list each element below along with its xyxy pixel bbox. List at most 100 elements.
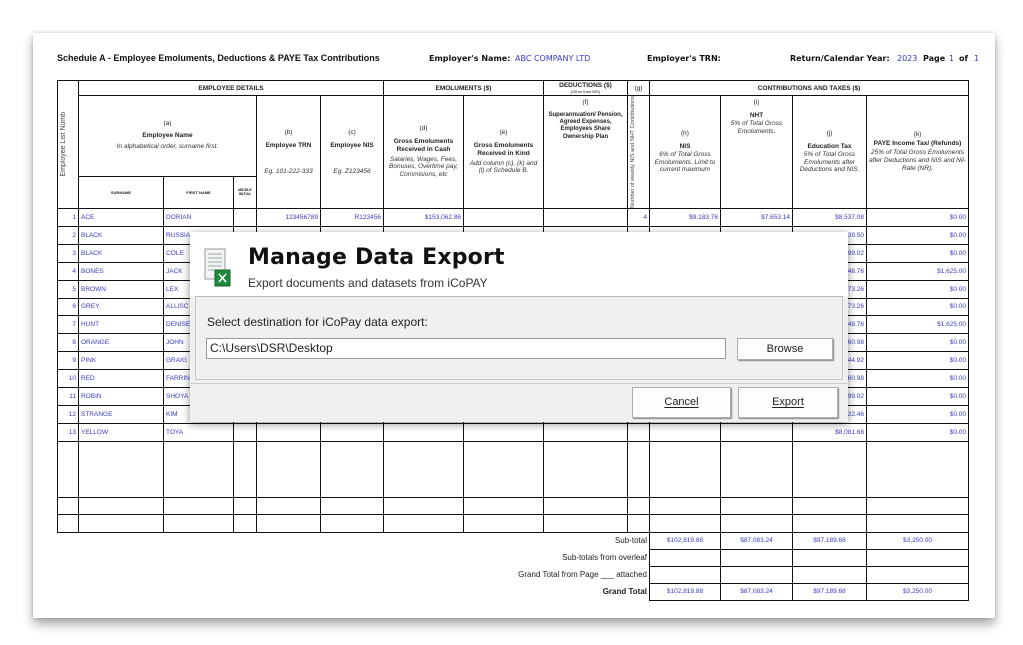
empty-cell[interactable] (256, 440, 321, 498)
cancel-button[interactable]: Cancel (632, 387, 731, 418)
surname-cell[interactable]: BROWN (78, 279, 164, 299)
row-number[interactable]: 2 (57, 225, 79, 245)
empty-cell[interactable] (78, 440, 164, 498)
first-name-cell[interactable]: TOYA (163, 422, 234, 442)
empty-cell[interactable] (866, 440, 969, 498)
empty-cell[interactable] (649, 440, 721, 498)
empty-cell[interactable] (163, 496, 234, 515)
empty-cell[interactable] (163, 440, 234, 498)
empty-cell[interactable] (543, 496, 628, 515)
middle-initial-cell[interactable] (233, 208, 257, 227)
nht-cell[interactable] (720, 422, 793, 442)
row-number[interactable]: 12 (57, 404, 79, 424)
deductions-cell[interactable] (543, 422, 628, 442)
paye-cell[interactable]: $0.00 (866, 225, 969, 245)
paye-cell[interactable]: $1,625.00 (866, 315, 969, 335)
empty-cell[interactable] (866, 496, 969, 515)
trn-cell[interactable] (256, 422, 321, 442)
empty-cell[interactable] (233, 496, 257, 515)
surname-cell[interactable]: YELLOW (78, 422, 164, 442)
row-number[interactable]: 11 (57, 387, 79, 406)
surname-cell[interactable]: STRANGE (78, 404, 164, 424)
empty-cell[interactable] (463, 496, 544, 515)
surname-cell[interactable]: ORANGE (78, 333, 164, 353)
nis-contribution-cell[interactable]: $9,183.76 (649, 208, 721, 227)
paye-cell[interactable]: $0.00 (866, 333, 969, 353)
surname-cell[interactable]: BLACK (78, 225, 164, 245)
empty-cell[interactable] (383, 440, 464, 498)
weeks-cell[interactable]: 4 (627, 208, 650, 227)
empty-cell[interactable] (256, 513, 321, 533)
paye-cell[interactable]: $0.00 (866, 404, 969, 424)
paye-cell[interactable]: $0.00 (866, 279, 969, 299)
surname-cell[interactable]: ROBIN (78, 387, 164, 406)
deductions-cell[interactable] (543, 208, 628, 227)
empty-cell[interactable] (78, 496, 164, 515)
empty-cell[interactable] (383, 513, 464, 533)
empty-cell[interactable] (649, 496, 721, 515)
first-name-cell[interactable]: DORIAN (163, 208, 234, 227)
empty-cell[interactable] (866, 513, 969, 533)
row-number[interactable]: 5 (57, 279, 79, 299)
empty-cell[interactable] (543, 440, 628, 498)
kind-emoluments-cell[interactable] (463, 208, 544, 227)
empty-cell[interactable] (57, 496, 79, 515)
surname-cell[interactable]: RED (78, 369, 164, 388)
empty-cell[interactable] (256, 496, 321, 515)
empty-cell[interactable] (320, 496, 384, 515)
paye-cell[interactable]: $0.00 (866, 208, 969, 227)
empty-cell[interactable] (792, 440, 867, 498)
empty-cell[interactable] (233, 440, 257, 498)
trn-cell[interactable]: 123456789 (256, 208, 321, 227)
surname-cell[interactable]: HUNT (78, 315, 164, 335)
cash-emoluments-cell[interactable] (383, 422, 464, 442)
empty-cell[interactable] (627, 440, 650, 498)
surname-cell[interactable]: ACE (78, 208, 164, 227)
paye-cell[interactable]: $0.00 (866, 243, 969, 263)
row-number[interactable]: 1 (57, 208, 79, 227)
empty-cell[interactable] (320, 513, 384, 533)
browse-button[interactable]: Browse (737, 338, 833, 360)
empty-cell[interactable] (463, 440, 544, 498)
empty-cell[interactable] (78, 513, 164, 533)
empty-cell[interactable] (720, 496, 793, 515)
empty-cell[interactable] (720, 440, 793, 498)
paye-cell[interactable]: $1,625.00 (866, 261, 969, 281)
nis-contribution-cell[interactable] (649, 422, 721, 442)
paye-cell[interactable]: $0.00 (866, 351, 969, 371)
empty-cell[interactable] (792, 496, 867, 515)
nis-cell[interactable] (320, 422, 384, 442)
empty-cell[interactable] (627, 496, 650, 515)
row-number[interactable]: 6 (57, 297, 79, 317)
destination-path-input[interactable]: C:\Users\DSR\Desktop (206, 338, 726, 359)
row-number[interactable]: 7 (57, 315, 79, 335)
nht-cell[interactable]: $7,653.14 (720, 208, 793, 227)
surname-cell[interactable]: GREY (78, 297, 164, 317)
paye-cell[interactable]: $0.00 (866, 387, 969, 406)
export-button[interactable]: Export (738, 387, 838, 418)
surname-cell[interactable]: BONES (78, 261, 164, 281)
row-number[interactable]: 10 (57, 369, 79, 388)
empty-cell[interactable] (383, 496, 464, 515)
weeks-cell[interactable] (627, 422, 650, 442)
row-number[interactable]: 9 (57, 351, 79, 371)
middle-initial-cell[interactable] (233, 422, 257, 442)
paye-cell[interactable]: $0.00 (866, 297, 969, 317)
empty-cell[interactable] (57, 440, 79, 498)
row-number[interactable]: 8 (57, 333, 79, 353)
surname-cell[interactable]: BLACK (78, 243, 164, 263)
empty-cell[interactable] (720, 513, 793, 533)
row-number[interactable]: 4 (57, 261, 79, 281)
cash-emoluments-cell[interactable]: $153,062.86 (383, 208, 464, 227)
empty-cell[interactable] (627, 513, 650, 533)
empty-cell[interactable] (57, 513, 79, 533)
education-tax-cell[interactable]: $8,537.08 (792, 208, 867, 227)
paye-cell[interactable]: $0.00 (866, 369, 969, 388)
empty-cell[interactable] (163, 513, 234, 533)
empty-cell[interactable] (320, 440, 384, 498)
empty-cell[interactable] (233, 513, 257, 533)
surname-cell[interactable]: PINK (78, 351, 164, 371)
empty-cell[interactable] (649, 513, 721, 533)
row-number[interactable]: 13 (57, 422, 79, 442)
education-tax-cell[interactable]: $8,081.68 (792, 422, 867, 442)
